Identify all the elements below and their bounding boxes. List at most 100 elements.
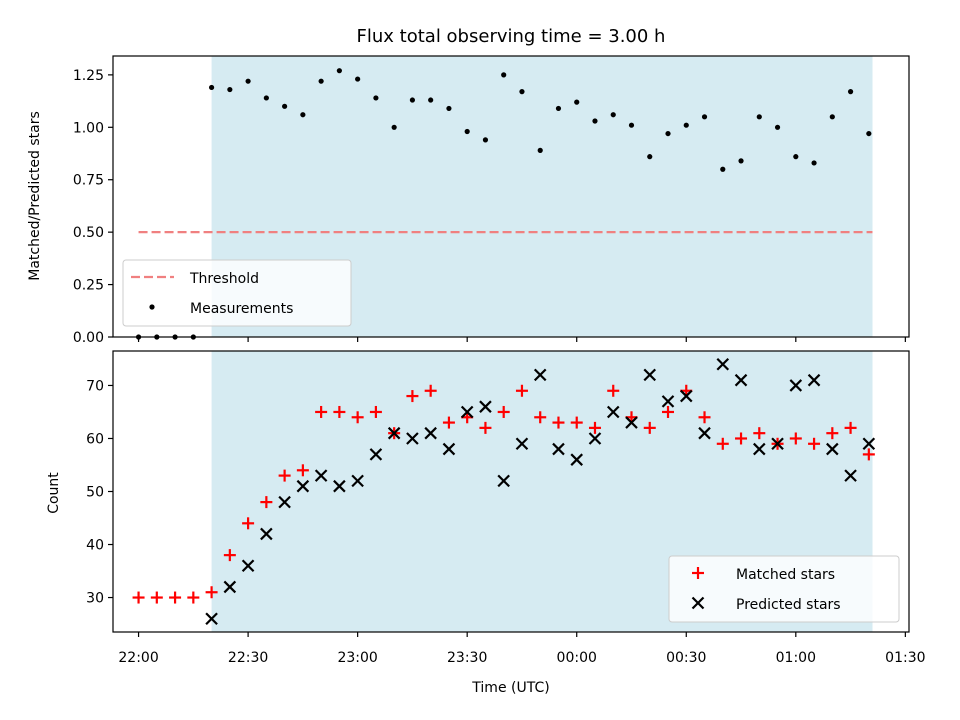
predicted-point-b (442, 442, 456, 456)
bottom-legend-box (668, 555, 900, 623)
predicted-point-9 (369, 448, 383, 461)
predicted-point-24 (643, 368, 657, 382)
top-point-8 (282, 103, 288, 109)
matched-point-24 (570, 416, 583, 429)
predicted-point-b (296, 479, 310, 493)
predicted-point-5 (296, 479, 310, 493)
predicted-point-17 (515, 437, 529, 451)
predicted-point-1 (223, 580, 237, 594)
matched-point-13 (369, 405, 382, 418)
legend-threshold-label: Threshold (189, 271, 259, 287)
top-point-22 (537, 147, 543, 153)
matched-point-28 (643, 421, 656, 434)
top-point-30 (683, 122, 689, 128)
x-tick-label-0: 22:00 (118, 650, 158, 666)
predicted-point-b (314, 469, 328, 482)
top-y-tick-label-3: 0.75 (73, 173, 104, 189)
predicted-point-0 (205, 612, 218, 626)
top-y-tick-label-5: 1.25 (73, 68, 104, 84)
matched-point-40 (862, 448, 875, 461)
matched-point-23 (552, 416, 565, 429)
top-legend-box (122, 259, 352, 327)
top-y-tick-label-0: 0.00 (73, 330, 104, 346)
top-point-23 (555, 105, 562, 112)
matched-point-3 (187, 591, 200, 604)
predicted-point-34 (826, 442, 839, 456)
predicted-point-b (278, 495, 291, 509)
top-point-14 (391, 124, 397, 130)
top-point-35 (774, 124, 781, 130)
predicted-point-3 (260, 527, 273, 541)
top-point-25 (592, 118, 598, 124)
top-point-31 (701, 114, 708, 120)
matched-point-37 (808, 437, 821, 450)
predicted-point-27 (698, 426, 711, 440)
predicted-point-b (826, 442, 839, 456)
top-y-tick-label-4: 1.00 (73, 120, 104, 136)
matched-point-5 (223, 549, 236, 562)
legend-predicted-label: Predicted stars (736, 597, 841, 613)
matched-point-0 (132, 591, 145, 604)
predicted-point-13 (442, 442, 456, 456)
x-tick-label-2: 23:00 (337, 650, 377, 666)
predicted-point-7 (333, 479, 346, 493)
predicted-point-18 (533, 368, 547, 382)
top-point-12 (355, 76, 361, 82)
top-point-6 (245, 78, 251, 84)
matched-point-15 (406, 390, 419, 403)
bottom-y-tick-label-4: 70 (86, 378, 104, 394)
top-point-4 (208, 84, 215, 91)
top-point-15 (409, 97, 416, 103)
predicted-point-12 (424, 426, 437, 440)
bottom-ylabel: Count (46, 472, 62, 514)
top-point-29 (665, 130, 671, 137)
legend-measurements-label: Measurements (190, 301, 293, 317)
predicted-point-b (533, 368, 547, 382)
top-point-26 (610, 112, 616, 118)
predicted-point-b (406, 432, 419, 445)
predicted-point-b (223, 580, 237, 594)
predicted-point-2 (241, 559, 255, 573)
predicted-point-22 (606, 405, 620, 419)
predicted-point-19 (552, 442, 565, 456)
predicted-point-b (515, 437, 529, 451)
matched-point-20 (497, 405, 510, 418)
matched-point-32 (716, 437, 729, 450)
predicted-point-b (789, 379, 803, 392)
predicted-point-30 (753, 442, 766, 456)
matched-point-33 (735, 432, 748, 445)
predicted-point-b (625, 416, 638, 429)
predicted-point-b (698, 426, 711, 440)
predicted-point-b (387, 426, 401, 440)
predicted-point-b (552, 442, 565, 456)
matched-point-22 (534, 411, 547, 424)
matched-point-31 (698, 411, 711, 424)
predicted-point-8 (351, 474, 364, 488)
predicted-point-21 (588, 432, 602, 445)
matched-point-7 (260, 496, 273, 509)
top-point-9 (300, 112, 306, 118)
top-point-24 (574, 99, 580, 105)
predicted-point-b (844, 469, 857, 482)
chart-title: Flux total observing time = 3.00 h (357, 26, 666, 47)
predicted-point-b (369, 448, 383, 461)
matched-point-36 (789, 432, 802, 445)
bottom-plot: 22:00 22:30 23:00 23:30 00:00 00:30 01:00 01:30… (86, 350, 926, 666)
bottom-legend: Matched stars Predicted stars (668, 555, 900, 623)
top-legend: Threshold Measurements (122, 259, 352, 327)
predicted-point-b (643, 368, 657, 382)
x-tick-label-6: 01:00 (776, 650, 816, 666)
predicted-point-b (716, 357, 730, 371)
top-point-7 (263, 95, 269, 101)
matched-point-4 (205, 586, 218, 599)
x-tick-label-3: 23:30 (447, 650, 487, 666)
predicted-point-b (460, 405, 474, 419)
predicted-point-20 (570, 453, 584, 466)
predicted-point-4 (278, 495, 291, 509)
bottom-y-tick-label-1: 40 (86, 538, 104, 554)
predicted-point-b (771, 437, 784, 451)
predicted-point-33 (807, 373, 821, 387)
top-point-38 (829, 114, 835, 120)
matched-point-21 (515, 384, 528, 397)
